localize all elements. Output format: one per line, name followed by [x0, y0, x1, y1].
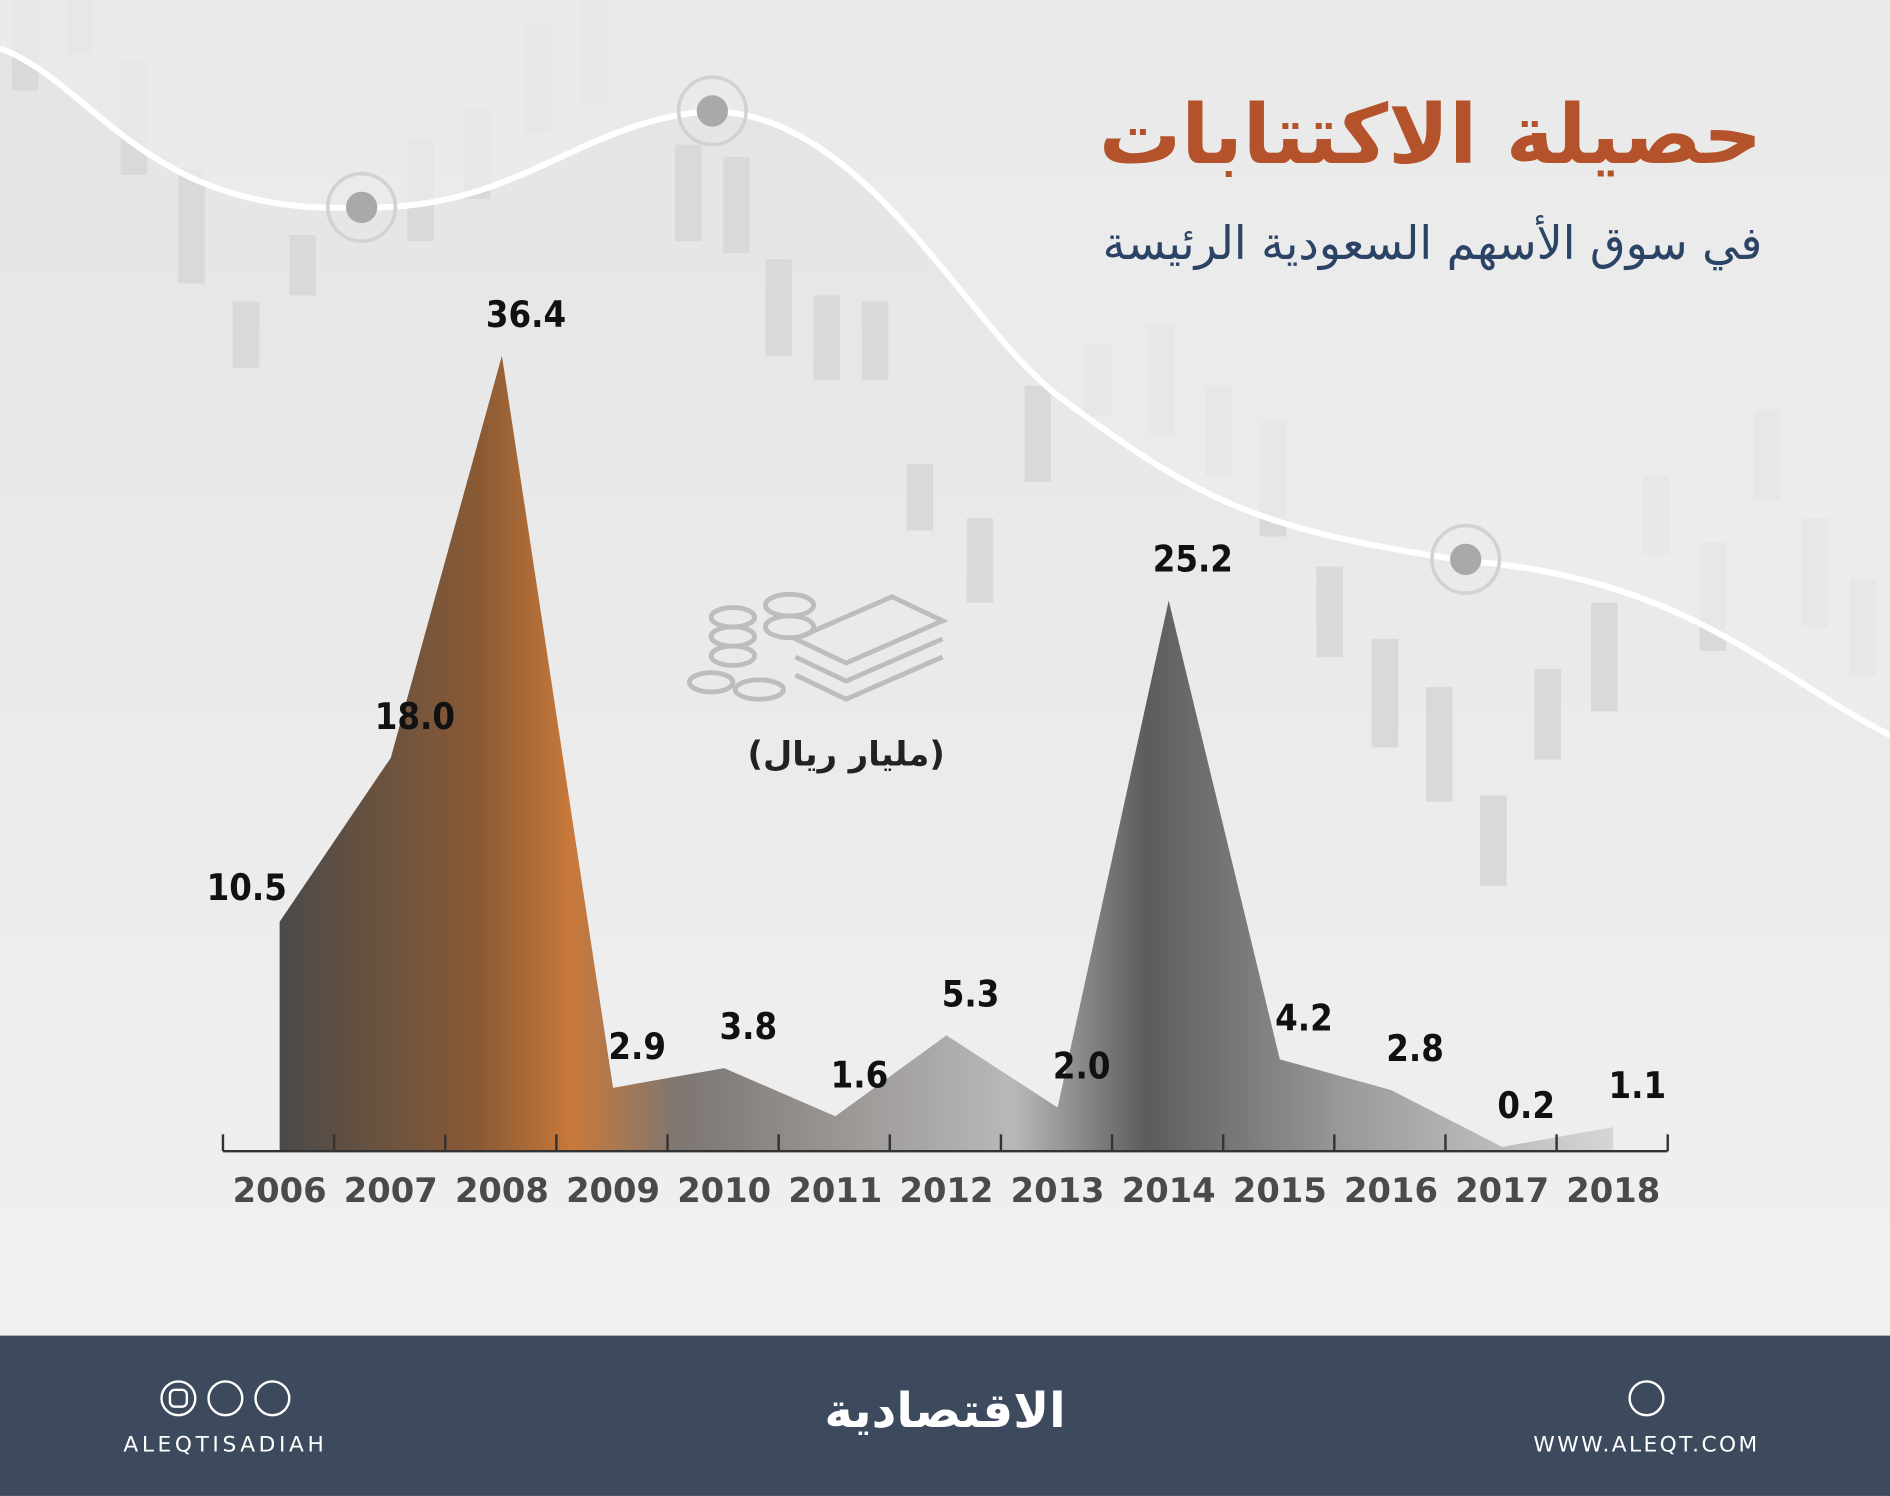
- wave-line: [0, 45, 1890, 739]
- x-tick-label: 2015: [1233, 1171, 1327, 1210]
- x-tick-label: 2007: [344, 1171, 438, 1210]
- area: [279, 355, 1614, 1152]
- x-tick-label: 2012: [899, 1171, 993, 1210]
- data-label: 5.3: [942, 972, 1000, 1015]
- data-label: 2.0: [1053, 1045, 1111, 1088]
- data-label: 10.5: [207, 866, 287, 909]
- x-tick-label: 2016: [1344, 1171, 1438, 1210]
- footer-handle: ALEQTISADIAH: [123, 1432, 327, 1457]
- social-icons: [160, 1380, 1665, 1417]
- chart-subtitle: في سوق الأسهم السعودية الرئيسة: [1103, 214, 1763, 271]
- data-label: 36.4: [486, 293, 566, 336]
- footer-website: WWW.ALEQT.COM: [1533, 1432, 1759, 1457]
- x-tick-label: 2014: [1122, 1171, 1216, 1210]
- plot: 2006 2007 2008 2009 2010 2011 2012 2013 2014 2015…: [207, 293, 1669, 1210]
- footer-band: [0, 1335, 1890, 1496]
- x-tick-label: 2008: [455, 1171, 549, 1210]
- data-label: 4.2: [1275, 996, 1333, 1039]
- wave-markers: [326, 75, 1502, 595]
- x-tick-label: 2017: [1455, 1171, 1549, 1210]
- chart-title: حصيلة الاكتتابات: [1099, 88, 1762, 183]
- x-tick-label: 2010: [677, 1171, 771, 1210]
- x-tick-label: 2013: [1011, 1171, 1105, 1210]
- data-label: 18.0: [375, 695, 455, 738]
- x-tick-label: 2009: [566, 1171, 660, 1210]
- unit-label: (مليار ريال): [748, 734, 945, 773]
- money-icon: [687, 591, 949, 702]
- x-tick-label: 2011: [788, 1171, 882, 1210]
- data-label: 0.2: [1497, 1084, 1555, 1127]
- x-tick-label: 2018: [1566, 1171, 1660, 1210]
- data-label: 2.9: [608, 1025, 666, 1068]
- footer-logo: الاقتصادية: [824, 1383, 1065, 1439]
- data-label: 1.1: [1609, 1064, 1667, 1107]
- x-tick-label: 2006: [233, 1171, 327, 1210]
- data-label: 1.6: [831, 1053, 889, 1096]
- data-label: 2.8: [1386, 1027, 1444, 1070]
- data-label: 3.8: [719, 1005, 777, 1048]
- data-label: 25.2: [1153, 538, 1233, 581]
